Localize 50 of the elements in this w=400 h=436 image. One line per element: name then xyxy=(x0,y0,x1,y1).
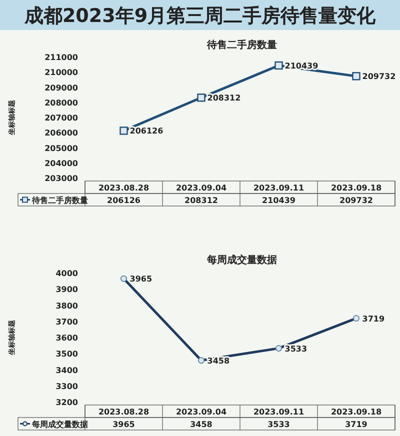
chart-title: 成都2023年9月第三周二手房待售量变化 xyxy=(23,5,377,27)
x-tick-label: 2023.08.28 xyxy=(98,408,150,416)
y-tick-label: 209000 xyxy=(44,83,78,92)
y-tick-label: 3900 xyxy=(56,285,78,294)
y-tick-label: 3400 xyxy=(56,366,78,375)
x-tick-label: 2023.09.11 xyxy=(253,408,304,416)
point xyxy=(274,61,283,70)
data-label: 3965 xyxy=(112,420,136,429)
annotation: 3965 xyxy=(130,274,152,284)
y-tick-label: 3300 xyxy=(56,382,78,391)
y-tick-label: 3500 xyxy=(56,350,78,359)
data-label: 206126 xyxy=(107,196,141,205)
annotation: 3719 xyxy=(362,314,385,324)
x-tick-label: 2023.08.28 xyxy=(98,184,150,192)
x-tick-label: 2023.09.04 xyxy=(176,408,227,416)
y-tick-label: 206000 xyxy=(44,128,78,138)
point xyxy=(352,72,360,80)
y-tick-label: 3800 xyxy=(56,301,78,310)
point xyxy=(120,126,128,135)
y-tick-label: 3700 xyxy=(56,317,78,326)
annotation: 209732 xyxy=(362,72,396,82)
y-tick-label: 211000 xyxy=(44,53,78,62)
annotation: 3533 xyxy=(284,344,308,354)
data-label: 209732 xyxy=(340,196,373,205)
annotation: 208312 xyxy=(207,94,241,103)
chart-subtitle: 待售二手房数量 xyxy=(206,39,277,51)
y-tick-label: 207000 xyxy=(44,114,78,122)
x-tick-label: 2023.09.04 xyxy=(176,184,227,192)
data-label: 3458 xyxy=(190,420,213,429)
point xyxy=(197,94,206,102)
chart-title: 每周成交量数据 xyxy=(206,254,277,266)
y-tick-label: 203000 xyxy=(44,174,78,183)
annotation: 206126 xyxy=(130,126,164,136)
legend-label: 每周成交量数据 xyxy=(31,419,88,429)
y-tick-label: 4000 xyxy=(56,269,78,278)
data-label: 3533 xyxy=(268,420,290,429)
y-tick-label: 205000 xyxy=(44,144,78,153)
annotation: 3458 xyxy=(207,356,230,366)
x-tick-label: 2023.09.18 xyxy=(330,184,382,192)
y-tick-label: 204000 xyxy=(44,158,78,168)
x-tick-label: 2023.09.18 xyxy=(330,408,382,416)
y-tick-label: 210000 xyxy=(44,68,78,78)
y-tick-label: 208000 xyxy=(44,98,78,108)
data-label: 3719 xyxy=(345,420,368,429)
x-tick-label: 2023.09.11 xyxy=(253,184,304,192)
data-label: 208312 xyxy=(184,196,218,205)
y-tick-label: 3200 xyxy=(56,398,78,407)
y-tick-label: 3600 xyxy=(56,334,78,342)
data-label: 210439 xyxy=(262,196,296,205)
legend-label: 待售二手房数量 xyxy=(31,195,88,205)
